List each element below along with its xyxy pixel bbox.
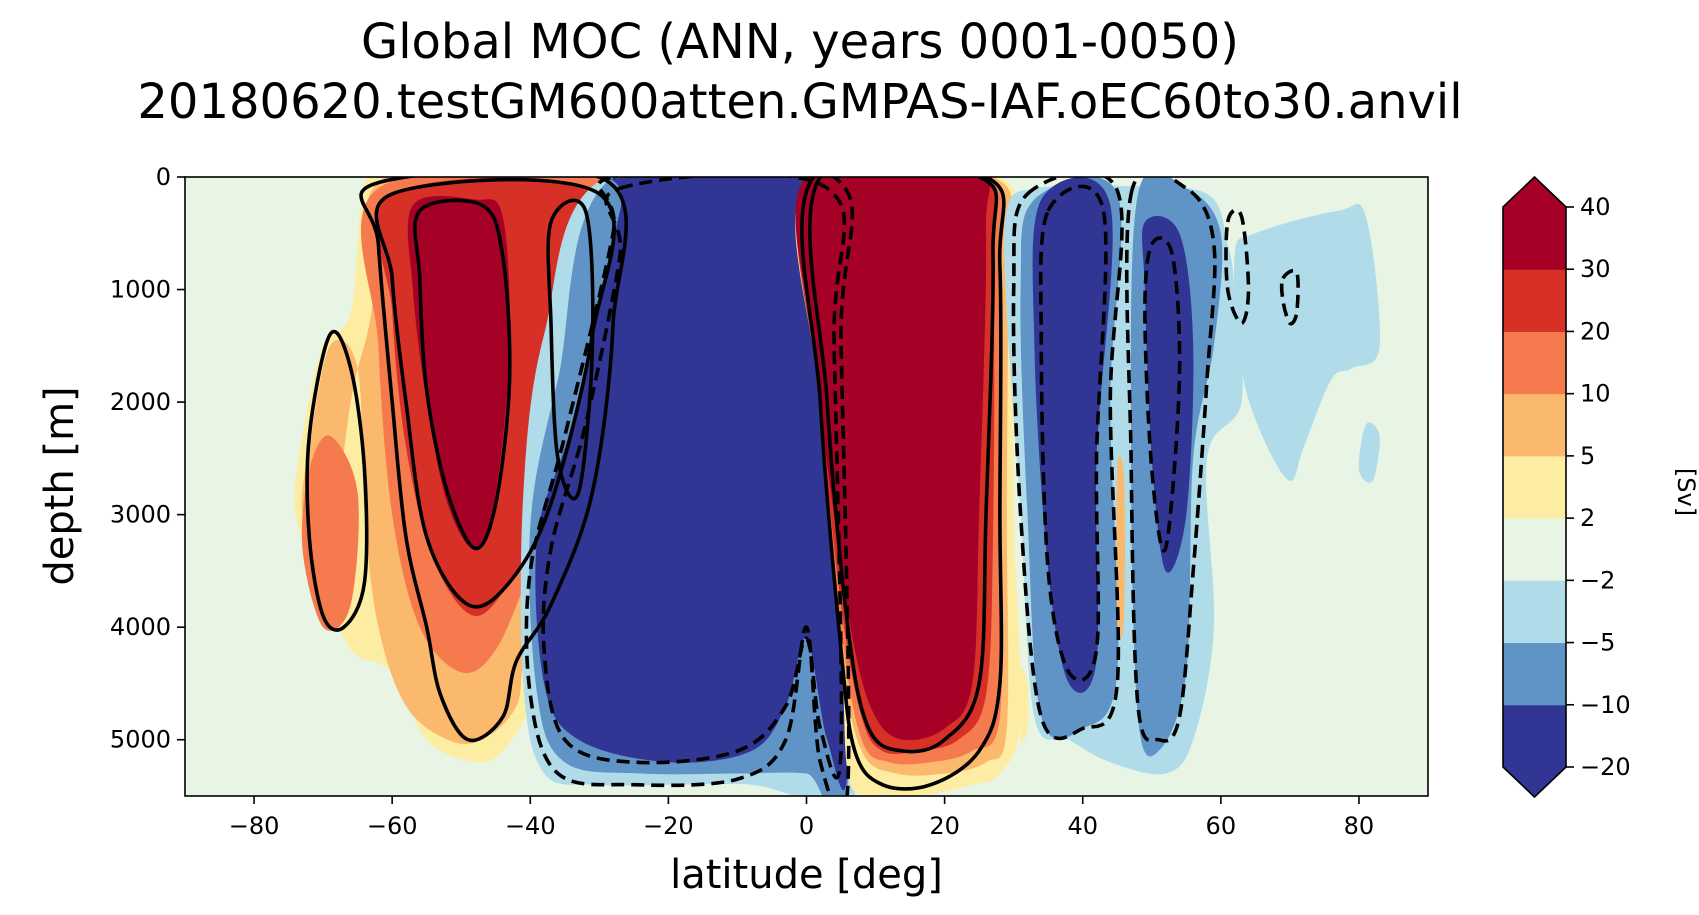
colorbar-tick-label: 20 xyxy=(1580,317,1611,345)
contour-north-negative-b xyxy=(1124,177,1217,743)
colorbar-segment xyxy=(1503,331,1566,395)
x-tick-label: 0 xyxy=(799,812,814,840)
y-tick-label: 4000 xyxy=(110,613,171,641)
contour-north-negative-c xyxy=(1224,208,1251,326)
x-tick-label: −20 xyxy=(643,812,694,840)
colorbar-tick-label: 2 xyxy=(1580,504,1595,532)
x-tick-label: 20 xyxy=(929,812,960,840)
x-tick-label: −40 xyxy=(505,812,556,840)
colorbar-segment xyxy=(1503,642,1566,706)
fill-30-to-40-north xyxy=(795,177,990,741)
y-tick-label: 2000 xyxy=(110,388,171,416)
chart-title-line-2: 20180620.testGM600atten.GMPAS-IAF.oEC60t… xyxy=(137,74,1463,130)
contour-south-inner xyxy=(413,198,512,551)
x-tick-label: −80 xyxy=(229,812,280,840)
colorbar: −20 −10 −5 −2 2 5 10 20 30 40 [Sv] xyxy=(1502,175,1699,799)
fill-minus2-to-minus5-polar xyxy=(1358,422,1380,483)
contour-line-layer xyxy=(305,177,1300,796)
colorbar-segment xyxy=(1503,580,1566,644)
colorbar-segment xyxy=(1503,269,1566,332)
colorbar-tick-label: 5 xyxy=(1580,442,1595,470)
colorbar-segment xyxy=(1503,455,1566,519)
colorbar-tick-label: −5 xyxy=(1580,629,1615,657)
x-tick-label: 80 xyxy=(1344,812,1375,840)
contour-south-negative-inner xyxy=(541,177,847,780)
colorbar-tick-label: −20 xyxy=(1580,753,1631,781)
contour-south-negative-outer xyxy=(524,177,855,796)
fill-2-to-5-north-sliver xyxy=(1019,668,1029,744)
fill-minus10-to-minus20-south xyxy=(535,177,857,791)
colorbar-segment xyxy=(1503,518,1566,581)
contour-south-secondary xyxy=(546,198,595,501)
axes: −80 −60 −40 −20 0 20 40 60 80 0 1000 2000 3000 4000 50… xyxy=(37,163,1429,898)
colorbar-over-extension xyxy=(1503,177,1566,207)
chart-title-line-1: Global MOC (ANN, years 0001-0050) xyxy=(361,14,1239,70)
colorbar-tick-label: 10 xyxy=(1580,380,1611,408)
x-tick-label: 60 xyxy=(1206,812,1237,840)
colorbar-segment xyxy=(1503,393,1566,457)
y-tick-label: 0 xyxy=(156,163,171,191)
contour-north-negative-a-inner xyxy=(1038,184,1108,682)
colorbar-tick-label: −2 xyxy=(1580,566,1615,594)
colorbar-tick-label: 30 xyxy=(1580,255,1611,283)
fill-minus10-to-minus20-north-b xyxy=(1142,215,1194,573)
y-axis-label: depth [m] xyxy=(37,386,83,585)
contour-south-outer xyxy=(359,177,628,743)
fill-30-to-40-south xyxy=(407,195,510,549)
x-tick-label: 40 xyxy=(1067,812,1098,840)
colorbar-segment xyxy=(1503,207,1566,270)
x-tick-label: −60 xyxy=(367,812,418,840)
contour-north-outer xyxy=(800,177,1006,791)
contour-antarctic xyxy=(305,330,369,632)
colorbar-tick-label: −10 xyxy=(1580,691,1631,719)
contour-north-negative-b-inner xyxy=(1143,236,1182,553)
contour-north-negative-d xyxy=(1279,268,1300,326)
y-tick-label: 1000 xyxy=(110,276,171,304)
colorbar-segment xyxy=(1503,704,1566,768)
fill-minus10-to-minus20-north-a xyxy=(1032,177,1113,693)
y-tick-label: 5000 xyxy=(110,726,171,754)
colorbar-label: [Sv] xyxy=(1672,468,1699,516)
colorbar-under-extension xyxy=(1503,767,1566,797)
contour-north-negative-a xyxy=(1011,177,1124,741)
contour-north-inner xyxy=(807,177,999,754)
colorbar-tick-label: 40 xyxy=(1580,193,1611,221)
y-tick-label: 3000 xyxy=(110,501,171,529)
x-axis-label: latitude [deg] xyxy=(670,852,943,898)
fill-minus2-to-minus5-highlat xyxy=(1233,203,1381,482)
